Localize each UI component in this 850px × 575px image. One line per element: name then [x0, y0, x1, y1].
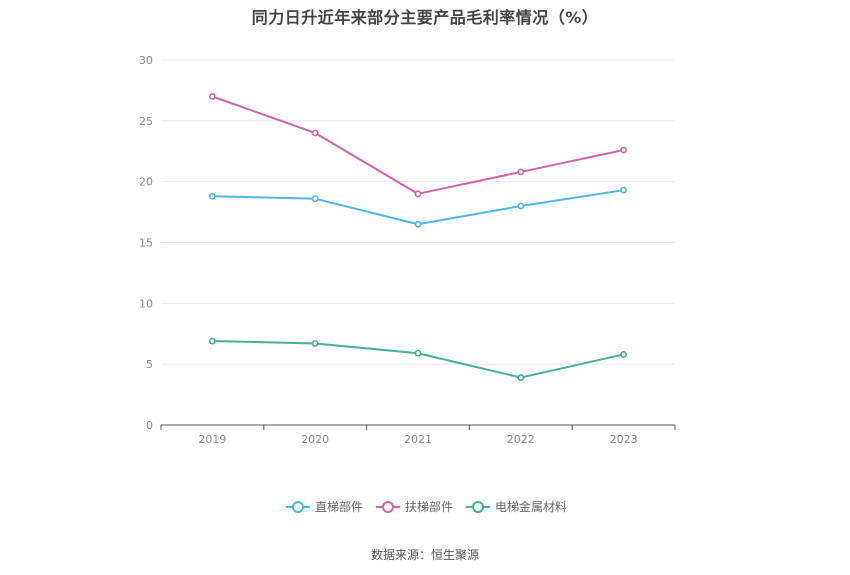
legend-item[interactable]: 扶梯部件 — [376, 499, 453, 514]
legend-label: 电梯金属材料 — [495, 499, 567, 514]
y-tick-label: 10 — [139, 297, 153, 310]
data-point[interactable] — [517, 374, 525, 381]
x-tick-label: 2020 — [301, 433, 329, 446]
x-tick-label: 2023 — [610, 433, 638, 446]
y-tick-label: 5 — [146, 358, 153, 371]
data-point[interactable] — [414, 220, 422, 228]
series-3 — [208, 337, 627, 381]
legend-item[interactable]: 电梯金属材料 — [466, 499, 567, 514]
legend-marker-icon — [382, 501, 394, 513]
legend-marker-icon — [292, 501, 304, 513]
data-point[interactable] — [414, 190, 422, 198]
y-tick-label: 20 — [139, 176, 153, 189]
series-2 — [208, 93, 627, 198]
legend-label: 扶梯部件 — [405, 499, 453, 514]
data-point[interactable] — [208, 337, 216, 345]
data-point[interactable] — [620, 351, 627, 358]
series-1 — [208, 186, 627, 228]
data-point[interactable] — [517, 202, 525, 210]
y-tick-label: 0 — [146, 419, 153, 432]
axes: 0 5 10 15 20 25 30 2019 2020 2021 2022 2023 — [139, 54, 676, 446]
x-tick-label: 2021 — [404, 433, 432, 446]
data-point[interactable] — [311, 195, 319, 203]
data-point[interactable] — [414, 349, 422, 357]
data-point[interactable] — [517, 168, 525, 176]
data-source-note: 数据来源：恒生聚源 — [370, 548, 479, 562]
data-point[interactable] — [311, 340, 319, 347]
data-point[interactable] — [208, 192, 216, 200]
y-tick-label: 25 — [139, 115, 153, 128]
chart-title: 同力日升近年来部分主要产品毛利率情况（%） — [251, 8, 599, 27]
grid-lines — [161, 59, 675, 365]
y-tick-label: 15 — [139, 237, 153, 250]
y-tick-label: 30 — [139, 54, 153, 67]
series-line — [212, 95, 624, 195]
series-line — [212, 340, 624, 379]
data-point[interactable] — [311, 129, 319, 137]
legend-label: 直梯部件 — [315, 499, 363, 514]
x-tick-label: 2022 — [507, 433, 535, 446]
x-tick-label: 2019 — [198, 433, 226, 446]
legend: 直梯部件 扶梯部件 电梯金属材料 — [286, 499, 567, 514]
data-point[interactable] — [620, 186, 627, 194]
series-group — [208, 93, 627, 381]
data-point[interactable] — [208, 93, 216, 100]
data-point[interactable] — [620, 146, 627, 154]
legend-item[interactable]: 直梯部件 — [286, 499, 363, 514]
legend-marker-icon — [472, 501, 484, 513]
